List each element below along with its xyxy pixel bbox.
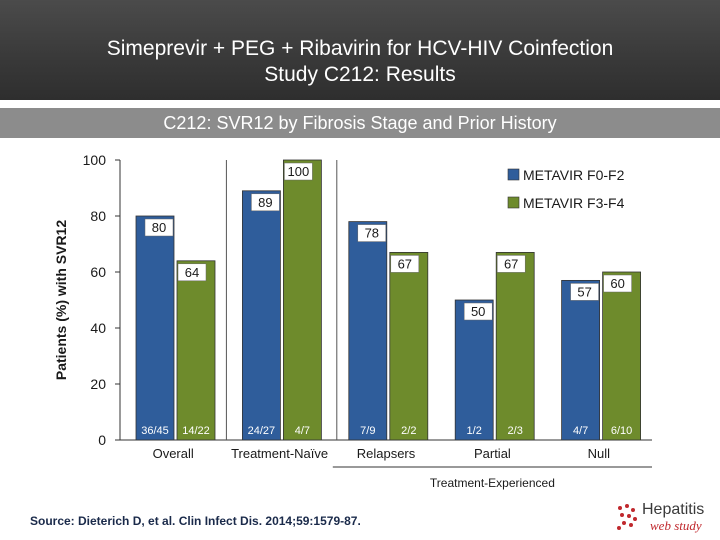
- bar-f3-f4: [602, 271, 641, 441]
- count-label: 14/22: [182, 425, 210, 437]
- logo-subtitle: web study: [650, 518, 702, 533]
- subtitle-bar: C212: SVR12 by Fibrosis Stage and Prior …: [0, 108, 720, 138]
- data-label-box: [177, 263, 207, 282]
- legend-swatch: [507, 196, 520, 209]
- x-tick-label: Treatment-Naïve: [231, 446, 328, 461]
- bar-f0-f2: [454, 299, 494, 441]
- source-citation: Source: Dieterich D, et al. Clin Infect …: [30, 514, 361, 528]
- legend-label: METAVIR F3-F4: [523, 195, 625, 211]
- data-label: 57: [577, 284, 591, 299]
- bar-f3-f4: [495, 252, 535, 441]
- data-label-box: [251, 193, 280, 212]
- data-label-box: [390, 255, 420, 273]
- hepatitis-web-study-logo: Hepatitis web study: [612, 500, 712, 536]
- x-tick-label: Relapsers: [357, 446, 416, 461]
- data-label: 67: [504, 256, 518, 271]
- data-label-box: [357, 224, 387, 242]
- x-tick-label: Null: [588, 446, 611, 461]
- data-label-box: [570, 283, 599, 301]
- legend-label: METAVIR F0-F2: [523, 167, 625, 183]
- y-tick-label: 80: [90, 208, 106, 224]
- data-label-box: [284, 162, 313, 181]
- data-label: 100: [288, 164, 310, 179]
- bar-f0-f2: [135, 215, 175, 441]
- bar-f0-f2: [241, 190, 281, 441]
- count-label: 24/27: [248, 425, 276, 437]
- group-label: Treatment-Experienced: [430, 476, 555, 490]
- page-title: Simeprevir + PEG + Ribavirin for HCV-HIV…: [0, 36, 720, 88]
- data-label: 64: [185, 265, 199, 280]
- chart-title: C212: SVR12 by Fibrosis Stage and Prior …: [163, 113, 557, 133]
- title-bar: Simeprevir + PEG + Ribavirin for HCV-HIV…: [0, 0, 720, 100]
- count-label: 36/45: [141, 425, 169, 437]
- bar-f0-f2: [561, 279, 600, 441]
- y-tick-label: 40: [90, 320, 106, 336]
- count-label: 1/2: [467, 425, 482, 437]
- count-label: 7/9: [360, 425, 375, 437]
- data-label: 50: [471, 304, 485, 319]
- y-axis-title: Patients (%) with SVR12: [53, 220, 69, 380]
- data-label: 80: [152, 220, 166, 235]
- data-label: 60: [610, 276, 624, 291]
- data-label-box: [144, 218, 174, 237]
- data-label-box: [496, 255, 526, 273]
- count-label: 6/10: [611, 425, 632, 437]
- data-label: 67: [398, 256, 412, 271]
- y-tick-label: 0: [98, 432, 106, 448]
- title-line-2: Study C212: Results: [264, 63, 456, 86]
- count-label: 2/2: [401, 425, 416, 437]
- bar-f3-f4: [282, 159, 322, 441]
- data-label-box: [603, 274, 632, 293]
- x-tick-label: Partial: [474, 446, 511, 461]
- y-tick-label: 60: [90, 264, 106, 280]
- y-tick-label: 100: [83, 152, 107, 168]
- data-label: 89: [258, 195, 272, 210]
- title-line-1: Simeprevir + PEG + Ribavirin for HCV-HIV…: [106, 37, 614, 60]
- data-label-box: [463, 302, 493, 321]
- y-tick-label: 20: [90, 376, 106, 392]
- bar-f3-f4: [389, 252, 429, 441]
- bar-f3-f4: [176, 260, 216, 441]
- x-tick-label: Overall: [153, 446, 194, 461]
- legend-swatch: [507, 168, 520, 181]
- count-label: 4/7: [573, 425, 588, 437]
- count-label: 4/7: [295, 425, 310, 437]
- data-label: 78: [365, 226, 379, 241]
- count-label: 2/3: [508, 425, 523, 437]
- logo-word: Hepatitis: [642, 501, 705, 518]
- svr12-bar-chart: Patients (%) with SVR12 0 20 40 60 80 100 80 36/…: [53, 152, 652, 490]
- logo-mark-icon: [617, 504, 637, 530]
- bar-f0-f2: [348, 221, 388, 441]
